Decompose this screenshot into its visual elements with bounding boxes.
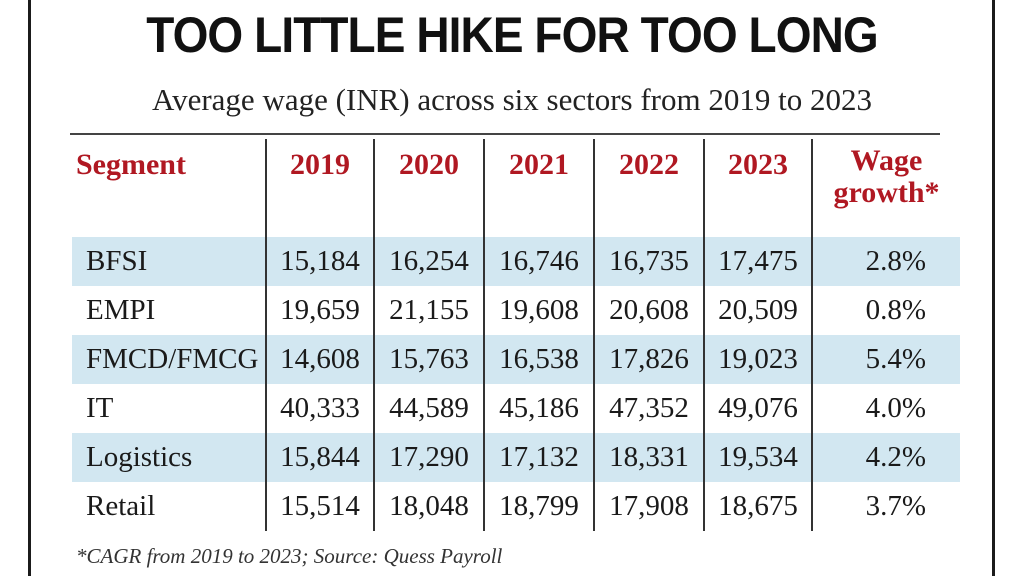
table-row: Retail 15,514 18,048 18,799 17,908 18,67…: [72, 482, 960, 531]
header-divider: [70, 133, 940, 135]
wage-cell: 45,186: [483, 384, 594, 433]
wage-growth-header-line2: growth*: [833, 176, 940, 209]
source-footnote: *CAGR from 2019 to 2023; Source: Quess P…: [76, 544, 503, 568]
right-border-line: [992, 0, 995, 576]
column-header-year: 2021: [483, 139, 594, 237]
wage-cell: 15,514: [265, 482, 374, 531]
segment-cell: Logistics: [72, 433, 266, 482]
chart-title: TOO LITTLE HIKE FOR TOO LONG: [146, 7, 878, 63]
left-border-line: [28, 0, 31, 576]
wage-cell: 19,659: [265, 286, 374, 335]
wage-cell: 17,132: [483, 433, 594, 482]
wage-table: Segment 2019 2020 2021 2022 2023 Wage gr…: [72, 139, 960, 531]
wage-cell: 19,023: [703, 335, 812, 384]
segment-cell: FMCD/FMCG: [72, 335, 266, 384]
wage-cell: 15,763: [373, 335, 484, 384]
wage-cell: 20,509: [703, 286, 812, 335]
growth-cell: 2.8%: [811, 237, 960, 286]
wage-cell: 15,184: [265, 237, 374, 286]
column-header-segment: Segment: [76, 148, 186, 181]
column-header-year: 2019: [265, 139, 374, 237]
growth-cell: 3.7%: [811, 482, 960, 531]
wage-growth-header-line1: Wage: [850, 144, 923, 177]
table-row: IT 40,333 44,589 45,186 47,352 49,076 4.…: [72, 384, 960, 433]
wage-cell: 19,608: [483, 286, 594, 335]
wage-cell: 18,331: [593, 433, 704, 482]
table-row: Logistics 15,844 17,290 17,132 18,331 19…: [72, 433, 960, 482]
table-header-row: Segment 2019 2020 2021 2022 2023 Wage gr…: [72, 139, 960, 237]
wage-cell: 16,254: [373, 237, 484, 286]
wage-cell: 16,735: [593, 237, 704, 286]
growth-cell: 0.8%: [811, 286, 960, 335]
wage-cell: 21,155: [373, 286, 484, 335]
column-header-year: 2023: [703, 139, 812, 237]
wage-cell: 18,048: [373, 482, 484, 531]
segment-cell: Retail: [86, 490, 156, 522]
chart-subtitle: Average wage (INR) across six sectors fr…: [152, 82, 872, 117]
wage-cell: 18,799: [483, 482, 594, 531]
wage-cell: 15,844: [265, 433, 374, 482]
wage-cell: 18,675: [703, 482, 812, 531]
growth-cell: 4.2%: [811, 433, 960, 482]
segment-cell: EMPI: [86, 294, 156, 326]
wage-cell: 47,352: [593, 384, 704, 433]
table-row: EMPI 19,659 21,155 19,608 20,608 20,509 …: [72, 286, 960, 335]
wage-cell: 44,589: [373, 384, 484, 433]
wage-cell: 17,475: [703, 237, 812, 286]
wage-cell: 17,290: [373, 433, 484, 482]
wage-cell: 14,608: [265, 335, 374, 384]
column-header-year: 2022: [593, 139, 704, 237]
wage-cell: 19,534: [703, 433, 812, 482]
wage-cell: 17,826: [593, 335, 704, 384]
growth-cell: 5.4%: [811, 335, 960, 384]
table-row: BFSI 15,184 16,254 16,746 16,735 17,475 …: [72, 237, 960, 286]
wage-cell: 16,746: [483, 237, 594, 286]
wage-cell: 49,076: [703, 384, 812, 433]
wage-cell: 17,908: [593, 482, 704, 531]
column-header-year: 2020: [373, 139, 484, 237]
wage-cell: 40,333: [265, 384, 374, 433]
growth-cell: 4.0%: [811, 384, 960, 433]
table-row: FMCD/FMCG 14,608 15,763 16,538 17,826 19…: [72, 335, 960, 384]
wage-cell: 20,608: [593, 286, 704, 335]
segment-cell: BFSI: [72, 237, 266, 286]
segment-cell: IT: [86, 392, 114, 424]
wage-cell: 16,538: [483, 335, 594, 384]
column-header-wage-growth: Wage growth*: [811, 139, 960, 237]
